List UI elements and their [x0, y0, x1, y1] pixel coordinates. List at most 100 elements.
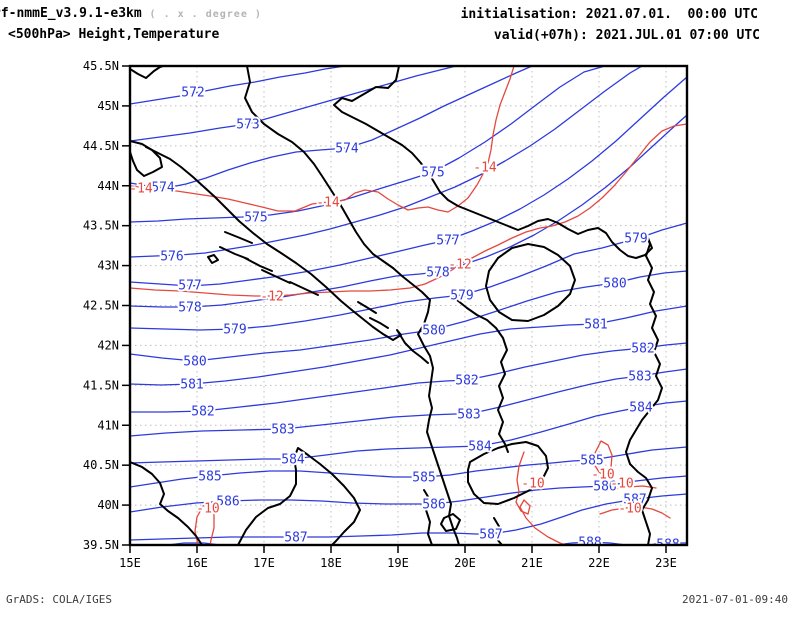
height-label-583: 583: [457, 408, 480, 423]
height-label-588: 588: [656, 538, 679, 553]
lon-label: 15E: [119, 556, 141, 570]
temp-contour--10: [599, 506, 671, 519]
creation-timestamp: 2021-07-01-09:40: [682, 593, 788, 606]
height-contour-579: [130, 222, 687, 331]
lat-label: 41.5N: [83, 378, 119, 392]
height-label-576: 576: [160, 250, 183, 265]
border-italy-coast: [130, 461, 203, 545]
border-island: [369, 317, 389, 329]
height-contour-585: [130, 446, 687, 488]
temp-contour--10: [515, 451, 567, 545]
height-label-580: 580: [183, 355, 206, 370]
height-contour-581: [130, 305, 687, 386]
height-label-581: 581: [180, 378, 203, 393]
height-contour-582: [130, 342, 687, 413]
height-contour-576: [130, 66, 643, 258]
height-label-584: 584: [629, 401, 653, 416]
lat-label: 45N: [97, 99, 119, 113]
lon-label: 20E: [454, 556, 476, 570]
height-label-587: 587: [479, 528, 502, 543]
height-label-583: 583: [628, 370, 651, 385]
lat-label: 45.5N: [83, 59, 119, 73]
height-contour-580: [130, 270, 687, 362]
height-contour-588: [649, 542, 687, 545]
height-contour-575: [130, 66, 606, 223]
height-label-584: 584: [281, 453, 305, 468]
height-label-577: 577: [178, 279, 201, 294]
height-label-585: 585: [198, 470, 221, 485]
border-albania-east-border: [456, 299, 509, 453]
temp-label--10: -10: [618, 502, 641, 517]
model-name: rf-nmmE_v3.9.1-e3km: [0, 6, 142, 21]
height-label-575: 575: [244, 211, 267, 226]
temp-contour--10: [194, 503, 215, 545]
lon-label: 16E: [186, 556, 208, 570]
units-note: ( . x . degree ): [149, 9, 262, 20]
height-contour-572: [130, 66, 346, 105]
border-corfu-island: [440, 513, 461, 532]
temp-label--12: -12: [260, 290, 283, 305]
plot-title-model: rf-nmmE_v3.9.1-e3km ( . x . degree ): [0, 6, 262, 21]
height-label-587: 587: [623, 493, 646, 508]
lat-label: 41N: [97, 418, 119, 432]
height-contour-586: [130, 475, 687, 513]
lon-label: 17E: [253, 556, 275, 570]
border-italy-heel: [237, 447, 361, 545]
lat-label: 43.5N: [83, 219, 119, 233]
temp-contour--12: [130, 123, 687, 297]
height-label-575: 575: [421, 166, 444, 181]
lat-label: 39.5N: [83, 538, 119, 552]
temp-label--10: -10: [610, 477, 633, 492]
border-adriatic-coastline: [145, 146, 429, 364]
height-contour-583: [130, 368, 687, 437]
height-contour-587: [130, 493, 687, 541]
height-label-582: 582: [631, 342, 654, 357]
valid-time: valid(+07h): 2021.JUL.01 07:00 UTC: [493, 28, 760, 43]
lat-label: 42.5N: [83, 299, 119, 313]
temp-label--14: -14: [129, 182, 153, 197]
border-top-left-border: [130, 66, 164, 79]
lon-label: 19E: [387, 556, 409, 570]
lat-label: 44N: [97, 179, 119, 193]
lon-label: 21E: [521, 556, 543, 570]
border-island: [357, 301, 377, 314]
height-label-579: 579: [624, 232, 647, 247]
temp-label--10: -10: [591, 468, 614, 483]
temp-label--10: -10: [196, 502, 219, 517]
temp-label--12: -12: [448, 258, 471, 273]
map-layers: 5725735745745755755765775775785785795795…: [129, 66, 687, 553]
height-label-581: 581: [584, 318, 607, 333]
grads-credit: GrADS: COLA/IGES: [6, 593, 112, 606]
border-island: [289, 281, 319, 296]
height-contour-574: [130, 66, 533, 189]
lon-label: 18E: [320, 556, 342, 570]
border-island: [224, 231, 253, 244]
border-island: [261, 269, 291, 284]
height-contour-577: [130, 76, 687, 287]
height-label-573: 573: [236, 118, 259, 133]
height-contour-573: [130, 66, 457, 142]
temp-label--14: -14: [473, 161, 497, 176]
height-label-580: 580: [603, 277, 626, 292]
height-label-582: 582: [455, 374, 478, 389]
height-label-579: 579: [223, 323, 246, 338]
height-label-583: 583: [271, 423, 294, 438]
height-label-585: 585: [412, 471, 435, 486]
border-island: [244, 257, 273, 272]
height-label-572: 572: [181, 86, 204, 101]
height-label-574: 574: [151, 181, 175, 196]
height-label-586: 586: [593, 480, 616, 495]
height-label-579: 579: [450, 289, 473, 304]
height-label-578: 578: [426, 266, 449, 281]
border-greece-south-border: [493, 517, 503, 545]
plot-title-field: <500hPa> Height,Temperature: [8, 27, 220, 42]
height-label-588: 588: [578, 536, 601, 551]
temp-label--14: -14: [316, 196, 340, 211]
lat-label: 44.5N: [83, 139, 119, 153]
border-nw-inland-border: [244, 66, 394, 269]
height-label-585: 585: [580, 454, 603, 469]
height-label-587: 587: [284, 531, 307, 546]
height-contour-588: [555, 541, 627, 545]
height-label-574: 574: [335, 142, 359, 157]
